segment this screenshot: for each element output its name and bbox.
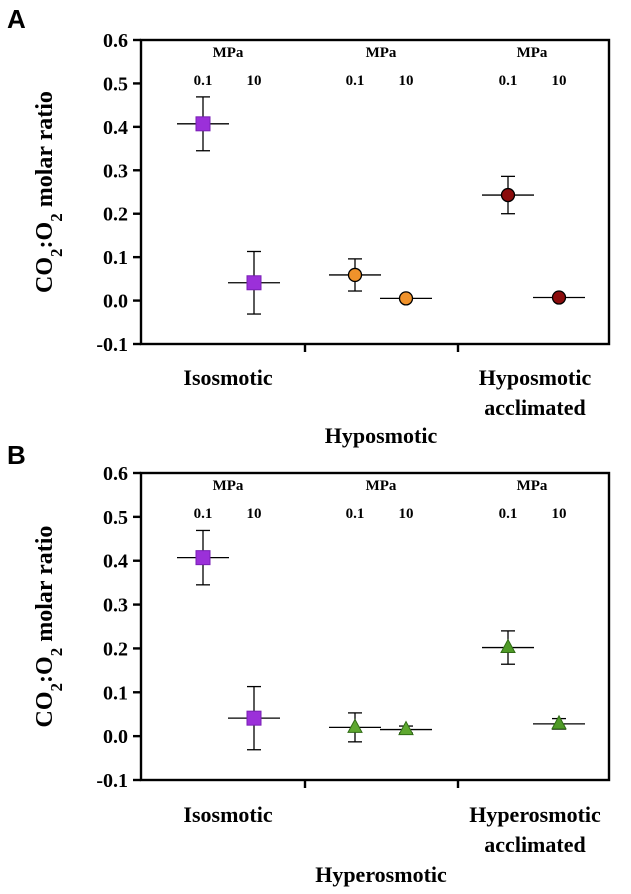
data-point	[533, 714, 585, 730]
marker-circle	[398, 291, 414, 306]
y-tick-label: 0.3	[103, 160, 128, 182]
data-point	[380, 720, 432, 736]
chart-panel-a: A 0.6 0.5 0.4 0.3 0.2 0.1 0.0 -0.1 CO2:O2 molar r…	[7, 4, 611, 448]
plot-frame	[139, 471, 611, 782]
y-axis-title: CO2:O2 molar ratio	[32, 91, 66, 293]
mpa-header: MPa	[213, 45, 244, 61]
data-point	[177, 96, 229, 152]
category-label: Isosmotic	[183, 802, 272, 827]
y-tick-label: 0.2	[103, 638, 128, 660]
marker-triangle	[398, 720, 414, 736]
data-point	[228, 685, 280, 751]
data-point	[228, 250, 280, 315]
y-tick-label: 0.4	[103, 551, 128, 573]
marker-circle	[500, 187, 516, 203]
mpa-header: MPa	[517, 478, 548, 494]
data-point	[380, 291, 432, 306]
category-label: acclimated	[484, 832, 585, 857]
y-tick-label: 0.2	[103, 204, 128, 226]
pressure-label: 10	[399, 73, 414, 89]
y-axis-title: CO2:O2 molar ratio	[32, 526, 66, 728]
pressure-label: 0.1	[194, 73, 213, 89]
pressure-label: 10	[552, 506, 567, 522]
data-point	[482, 630, 534, 665]
y-tick-label: -0.1	[96, 770, 128, 792]
y-tick-label: 0.5	[103, 507, 128, 529]
marker-square	[195, 550, 211, 566]
pressure-label: 10	[247, 73, 262, 89]
mpa-header: MPa	[213, 478, 244, 494]
y-tick-label: -0.1	[96, 334, 128, 356]
y-tick-label: 0.4	[103, 117, 128, 139]
category-label: Hyperosmotic	[315, 862, 447, 887]
panel-letter: B	[7, 440, 26, 470]
marker-square	[195, 116, 211, 132]
y-tick-label: 0.1	[103, 682, 128, 704]
pressure-label: 0.1	[346, 506, 365, 522]
mpa-header: MPa	[517, 45, 548, 61]
y-tick-label: 0.0	[103, 291, 128, 313]
chart-panel-b: B 0.6 0.5 0.4 0.3 0.2 0.1 0.0 -0.1 CO2:O2 molar r…	[7, 440, 611, 887]
data-point	[177, 529, 229, 586]
marker-circle	[551, 290, 567, 305]
plot-frame	[139, 38, 611, 346]
marker-triangle	[551, 714, 567, 730]
category-label: Hyperosmotic	[469, 802, 601, 827]
data-point	[329, 712, 381, 743]
category-label: acclimated	[484, 395, 585, 420]
y-tick-label: 0.5	[103, 73, 128, 95]
y-tick-label: 0.6	[103, 463, 128, 485]
pressure-label: 0.1	[499, 73, 518, 89]
pressure-label: 10	[247, 506, 262, 522]
panel-letter: A	[7, 4, 26, 34]
marker-circle	[347, 267, 363, 283]
pressure-label: 10	[552, 73, 567, 89]
category-label: Isosmotic	[183, 365, 272, 390]
pressure-label: 0.1	[346, 73, 365, 89]
y-tick-label: 0.0	[103, 726, 128, 748]
category-label: Hyposmotic	[325, 423, 438, 448]
marker-square	[246, 275, 262, 291]
category-label: Hyposmotic	[479, 365, 592, 390]
y-tick-label: 0.1	[103, 247, 128, 269]
pressure-label: 10	[399, 506, 414, 522]
mpa-header: MPa	[366, 45, 397, 61]
y-tick-label: 0.3	[103, 595, 128, 617]
marker-square	[246, 710, 262, 726]
marker-triangle	[500, 638, 516, 654]
marker-triangle	[347, 718, 363, 733]
data-point	[329, 258, 381, 292]
data-point	[482, 175, 534, 215]
mpa-header: MPa	[366, 478, 397, 494]
pressure-label: 0.1	[194, 506, 213, 522]
y-tick-label: 0.6	[103, 30, 128, 52]
pressure-label: 0.1	[499, 506, 518, 522]
data-point	[533, 290, 585, 305]
